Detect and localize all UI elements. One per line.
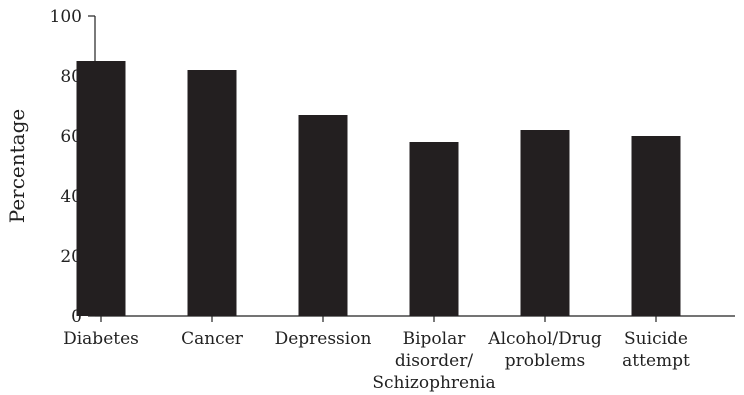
bar <box>631 136 681 316</box>
x-tick-label: Bipolar <box>403 329 467 349</box>
bar <box>298 115 348 316</box>
x-tick-label: Alcohol/Drug <box>487 329 602 349</box>
x-tick-label: Cancer <box>181 329 244 349</box>
x-tick-label: attempt <box>622 351 690 371</box>
bar <box>409 142 459 316</box>
bar <box>76 61 126 316</box>
x-tick-label: Schizophrenia <box>372 373 495 393</box>
bar <box>187 70 237 316</box>
x-tick-label: disorder/ <box>395 351 473 371</box>
y-tick-label: 100 <box>50 7 82 27</box>
x-tick-label: Diabetes <box>63 329 139 349</box>
x-tick-label: Depression <box>275 329 372 349</box>
x-tick-label: problems <box>505 351 585 371</box>
bar <box>520 130 570 316</box>
y-axis-title: Percentage <box>5 109 29 223</box>
y-tick-label: 0 <box>71 307 82 327</box>
x-tick-label: Suicide <box>624 329 688 349</box>
